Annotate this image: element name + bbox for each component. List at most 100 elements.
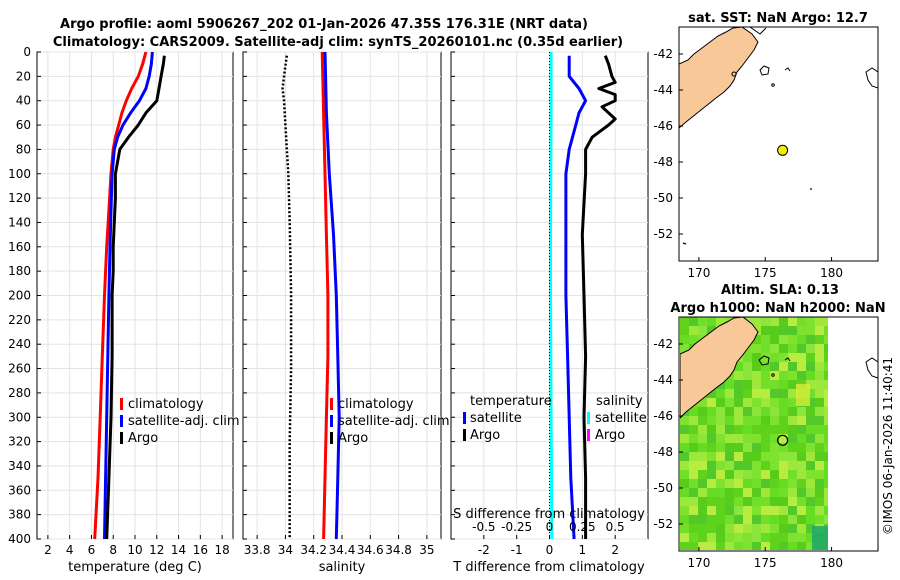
sst-map-ticks: 170 175 180 -42 -44 -46 -48 -50 -52 bbox=[653, 47, 843, 280]
sla-cell bbox=[770, 515, 779, 524]
x-tick-label: -2 bbox=[478, 543, 490, 557]
sla-cell bbox=[725, 515, 734, 524]
sla-cell bbox=[707, 524, 716, 533]
sla-cell bbox=[698, 488, 707, 497]
sla-cell bbox=[743, 398, 752, 407]
sla-cell bbox=[743, 533, 752, 542]
sla-cell bbox=[761, 542, 770, 550]
sla-cell bbox=[788, 506, 797, 515]
sla-cell bbox=[779, 389, 788, 398]
sla-cell bbox=[725, 470, 734, 479]
sla-cell bbox=[698, 470, 707, 479]
sla-cell bbox=[779, 506, 788, 515]
sla-cell bbox=[680, 425, 689, 434]
legend-swatch-s-argo bbox=[587, 429, 590, 441]
sla-cell bbox=[806, 443, 815, 452]
sla-cell bbox=[689, 533, 698, 542]
sla-cell bbox=[788, 533, 797, 542]
sla-cell bbox=[707, 461, 716, 470]
sla-cell bbox=[752, 371, 761, 380]
sla-cell bbox=[779, 335, 788, 344]
sla-cell bbox=[815, 389, 824, 398]
sla-map-title-1: Altim. SLA: 0.13 bbox=[721, 283, 839, 298]
sla-cell bbox=[761, 425, 770, 434]
x-tick-label: 14 bbox=[171, 543, 186, 557]
sla-cell bbox=[779, 353, 788, 362]
sla-cell bbox=[761, 335, 770, 344]
sst-map-frame bbox=[678, 26, 879, 262]
sla-cell bbox=[698, 407, 707, 416]
sla-cell bbox=[689, 461, 698, 470]
sla-cell bbox=[716, 389, 725, 398]
sla-cell bbox=[806, 434, 815, 443]
sla-cell bbox=[770, 416, 779, 425]
sla-cell bbox=[698, 317, 707, 326]
sla-cell bbox=[689, 524, 698, 533]
sla-cell bbox=[707, 434, 716, 443]
difference-legend-salinity: salinity satellite Argo bbox=[587, 394, 647, 443]
sla-cell bbox=[788, 407, 797, 416]
sla-cell bbox=[743, 407, 752, 416]
sla-cell bbox=[680, 443, 689, 452]
sla-cell bbox=[824, 470, 828, 479]
sla-cell bbox=[689, 506, 698, 515]
sla-cell bbox=[734, 470, 743, 479]
sla-cell bbox=[761, 434, 770, 443]
sla-cell bbox=[752, 380, 761, 389]
sla-cell bbox=[725, 380, 734, 389]
sla-cell bbox=[743, 416, 752, 425]
sla-cell bbox=[689, 443, 698, 452]
map-y-tick-label: -50 bbox=[653, 191, 673, 205]
sla-cell bbox=[770, 506, 779, 515]
sla-cell bbox=[824, 335, 828, 344]
sla-cell bbox=[725, 407, 734, 416]
sla-cell bbox=[698, 461, 707, 470]
sla-cell bbox=[770, 488, 779, 497]
sla-cell bbox=[815, 326, 824, 335]
sla-cell bbox=[806, 344, 815, 353]
sla-cell bbox=[743, 434, 752, 443]
sla-cell bbox=[788, 443, 797, 452]
sla-cell bbox=[797, 362, 806, 371]
sla-cell bbox=[815, 335, 824, 344]
sla-cell bbox=[752, 533, 761, 542]
legend-swatch-climatology bbox=[330, 398, 333, 410]
legend-label-argo: Argo bbox=[128, 431, 158, 446]
sla-cell bbox=[806, 425, 815, 434]
x-tick-label: 12 bbox=[149, 543, 164, 557]
sla-cell bbox=[752, 488, 761, 497]
map-y-tick-label: -50 bbox=[653, 481, 673, 495]
sla-cell bbox=[707, 317, 716, 326]
sla-cell bbox=[779, 416, 788, 425]
sla-cell bbox=[824, 443, 828, 452]
sla-cell bbox=[680, 416, 689, 425]
legend-label-climatology: climatology bbox=[338, 397, 414, 412]
sla-cell bbox=[752, 416, 761, 425]
sla-cell bbox=[752, 344, 761, 353]
sla-cell bbox=[824, 344, 828, 353]
x-tick-label: 10 bbox=[127, 543, 142, 557]
sla-cell bbox=[824, 362, 828, 371]
sla-cell bbox=[788, 515, 797, 524]
sla-cell bbox=[761, 443, 770, 452]
legend-label-t-argo: Argo bbox=[470, 428, 500, 443]
map-y-tick-label: -46 bbox=[653, 409, 673, 423]
sla-cell bbox=[707, 398, 716, 407]
sla-cell bbox=[779, 452, 788, 461]
sla-cell bbox=[815, 362, 824, 371]
y-tick-label: 180 bbox=[8, 264, 31, 278]
sla-cell bbox=[698, 515, 707, 524]
sla-cell bbox=[734, 506, 743, 515]
sla-cell bbox=[770, 461, 779, 470]
sla-cell bbox=[815, 398, 824, 407]
sla-cell bbox=[716, 425, 725, 434]
sla-cell bbox=[806, 506, 815, 515]
sla-cell bbox=[779, 398, 788, 407]
sla-cell bbox=[815, 317, 824, 326]
salinity-legend: climatology satellite-adj. clim Argo bbox=[330, 397, 450, 446]
sla-cell bbox=[770, 497, 779, 506]
sla-cell bbox=[761, 398, 770, 407]
y-tick-label: 400 bbox=[8, 532, 31, 546]
legend-label-s-argo: Argo bbox=[595, 428, 625, 443]
legend-label-climatology: climatology bbox=[128, 397, 204, 412]
